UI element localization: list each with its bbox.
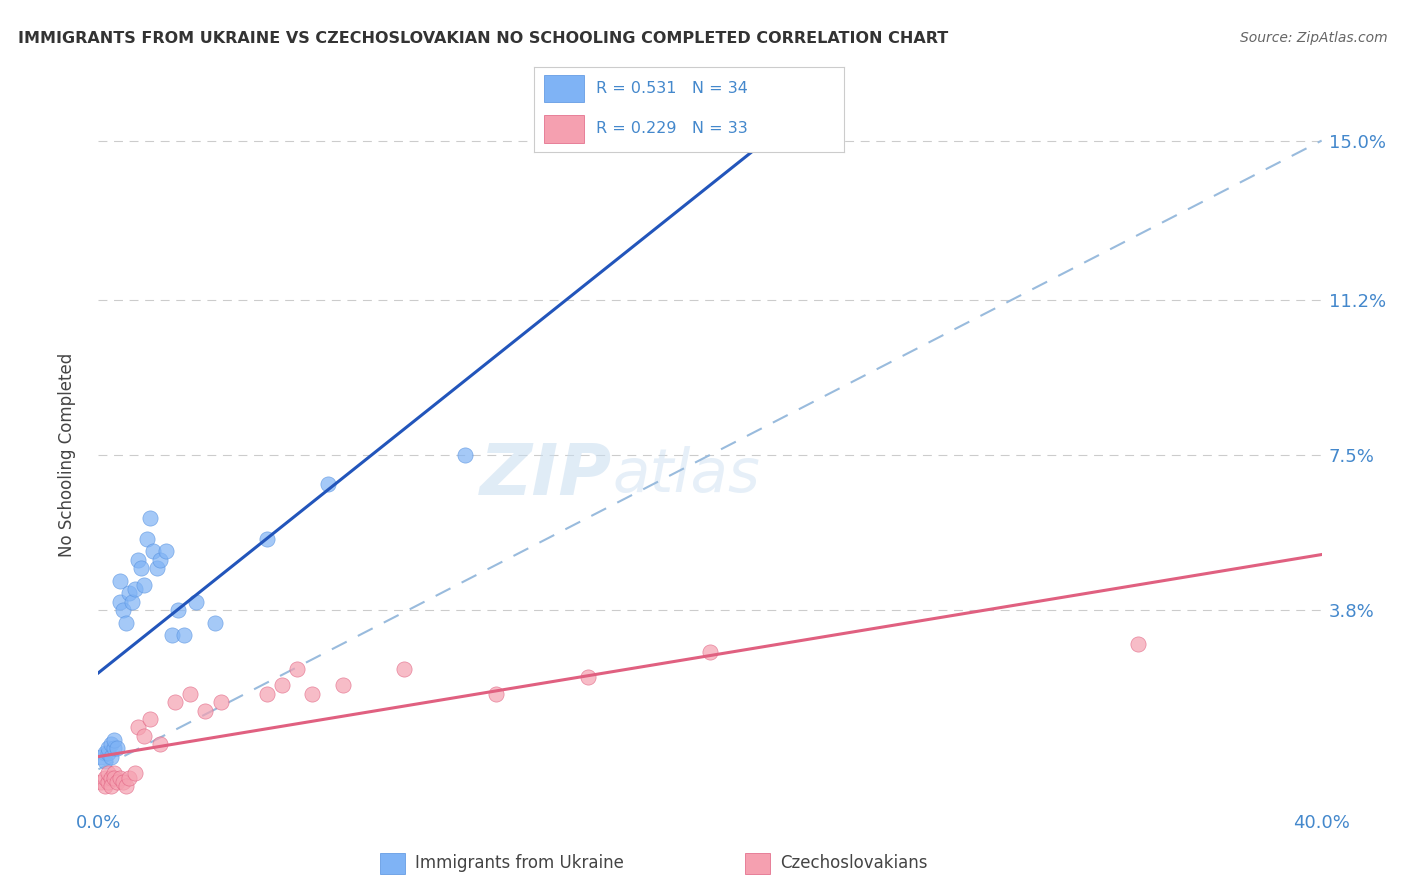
Point xyxy=(108,574,131,588)
Point xyxy=(127,552,149,566)
Text: atlas: atlas xyxy=(612,446,761,505)
Point xyxy=(194,704,217,718)
Point xyxy=(160,628,183,642)
Text: Czechoslovakians: Czechoslovakians xyxy=(780,855,928,872)
Point xyxy=(127,720,149,734)
Point xyxy=(256,532,278,546)
Point xyxy=(136,532,159,546)
Point xyxy=(118,586,141,600)
Point xyxy=(134,729,156,743)
Point xyxy=(134,578,156,592)
Point xyxy=(124,582,146,596)
Point xyxy=(485,687,508,701)
Point xyxy=(103,766,125,780)
Point xyxy=(1128,636,1150,650)
Point xyxy=(699,645,721,659)
Point xyxy=(149,737,172,751)
Text: IMMIGRANTS FROM UKRAINE VS CZECHOSLOVAKIAN NO SCHOOLING COMPLETED CORRELATION CH: IMMIGRANTS FROM UKRAINE VS CZECHOSLOVAKI… xyxy=(18,31,949,46)
Point xyxy=(118,771,141,785)
Point xyxy=(93,779,115,793)
Point xyxy=(90,775,112,789)
Point xyxy=(111,603,134,617)
Point xyxy=(90,749,112,764)
Point xyxy=(100,737,122,751)
Point xyxy=(155,544,177,558)
Point xyxy=(186,594,208,608)
Point xyxy=(100,771,122,785)
Point xyxy=(103,733,125,747)
Point xyxy=(93,754,115,768)
Point xyxy=(97,741,120,756)
Point xyxy=(576,670,599,684)
Point xyxy=(100,749,122,764)
Point xyxy=(103,771,125,785)
Point xyxy=(256,687,278,701)
Point xyxy=(285,662,308,676)
Point xyxy=(145,561,167,575)
Point xyxy=(179,687,201,701)
Point xyxy=(142,544,165,558)
Text: Source: ZipAtlas.com: Source: ZipAtlas.com xyxy=(1240,31,1388,45)
Point xyxy=(97,766,120,780)
Point xyxy=(108,594,131,608)
Text: ZIP: ZIP xyxy=(479,442,612,510)
Point xyxy=(139,510,162,524)
Point xyxy=(111,775,134,789)
Text: R = 0.531   N = 34: R = 0.531 N = 34 xyxy=(596,80,748,95)
Point xyxy=(105,775,128,789)
Point xyxy=(115,779,138,793)
FancyBboxPatch shape xyxy=(544,75,583,103)
Point xyxy=(149,552,172,566)
Point xyxy=(173,628,195,642)
Point xyxy=(100,779,122,793)
Point xyxy=(316,477,339,491)
Point xyxy=(108,771,131,785)
Point xyxy=(124,766,146,780)
Point xyxy=(121,594,143,608)
Point xyxy=(454,448,477,462)
Point xyxy=(129,561,152,575)
Point xyxy=(270,678,292,692)
Point xyxy=(97,746,120,760)
Point xyxy=(209,695,232,709)
Point xyxy=(93,746,115,760)
Point xyxy=(105,741,128,756)
Y-axis label: No Schooling Completed: No Schooling Completed xyxy=(58,353,76,557)
Point xyxy=(392,662,416,676)
Point xyxy=(97,775,120,789)
FancyBboxPatch shape xyxy=(544,115,583,143)
Point xyxy=(301,687,323,701)
Point xyxy=(163,695,186,709)
Point xyxy=(115,615,138,630)
Point xyxy=(332,678,354,692)
Point xyxy=(139,712,162,726)
Point xyxy=(167,603,190,617)
Text: R = 0.229   N = 33: R = 0.229 N = 33 xyxy=(596,121,748,136)
Text: Immigrants from Ukraine: Immigrants from Ukraine xyxy=(415,855,624,872)
Point xyxy=(93,771,115,785)
Point xyxy=(103,741,125,756)
Point xyxy=(204,615,226,630)
